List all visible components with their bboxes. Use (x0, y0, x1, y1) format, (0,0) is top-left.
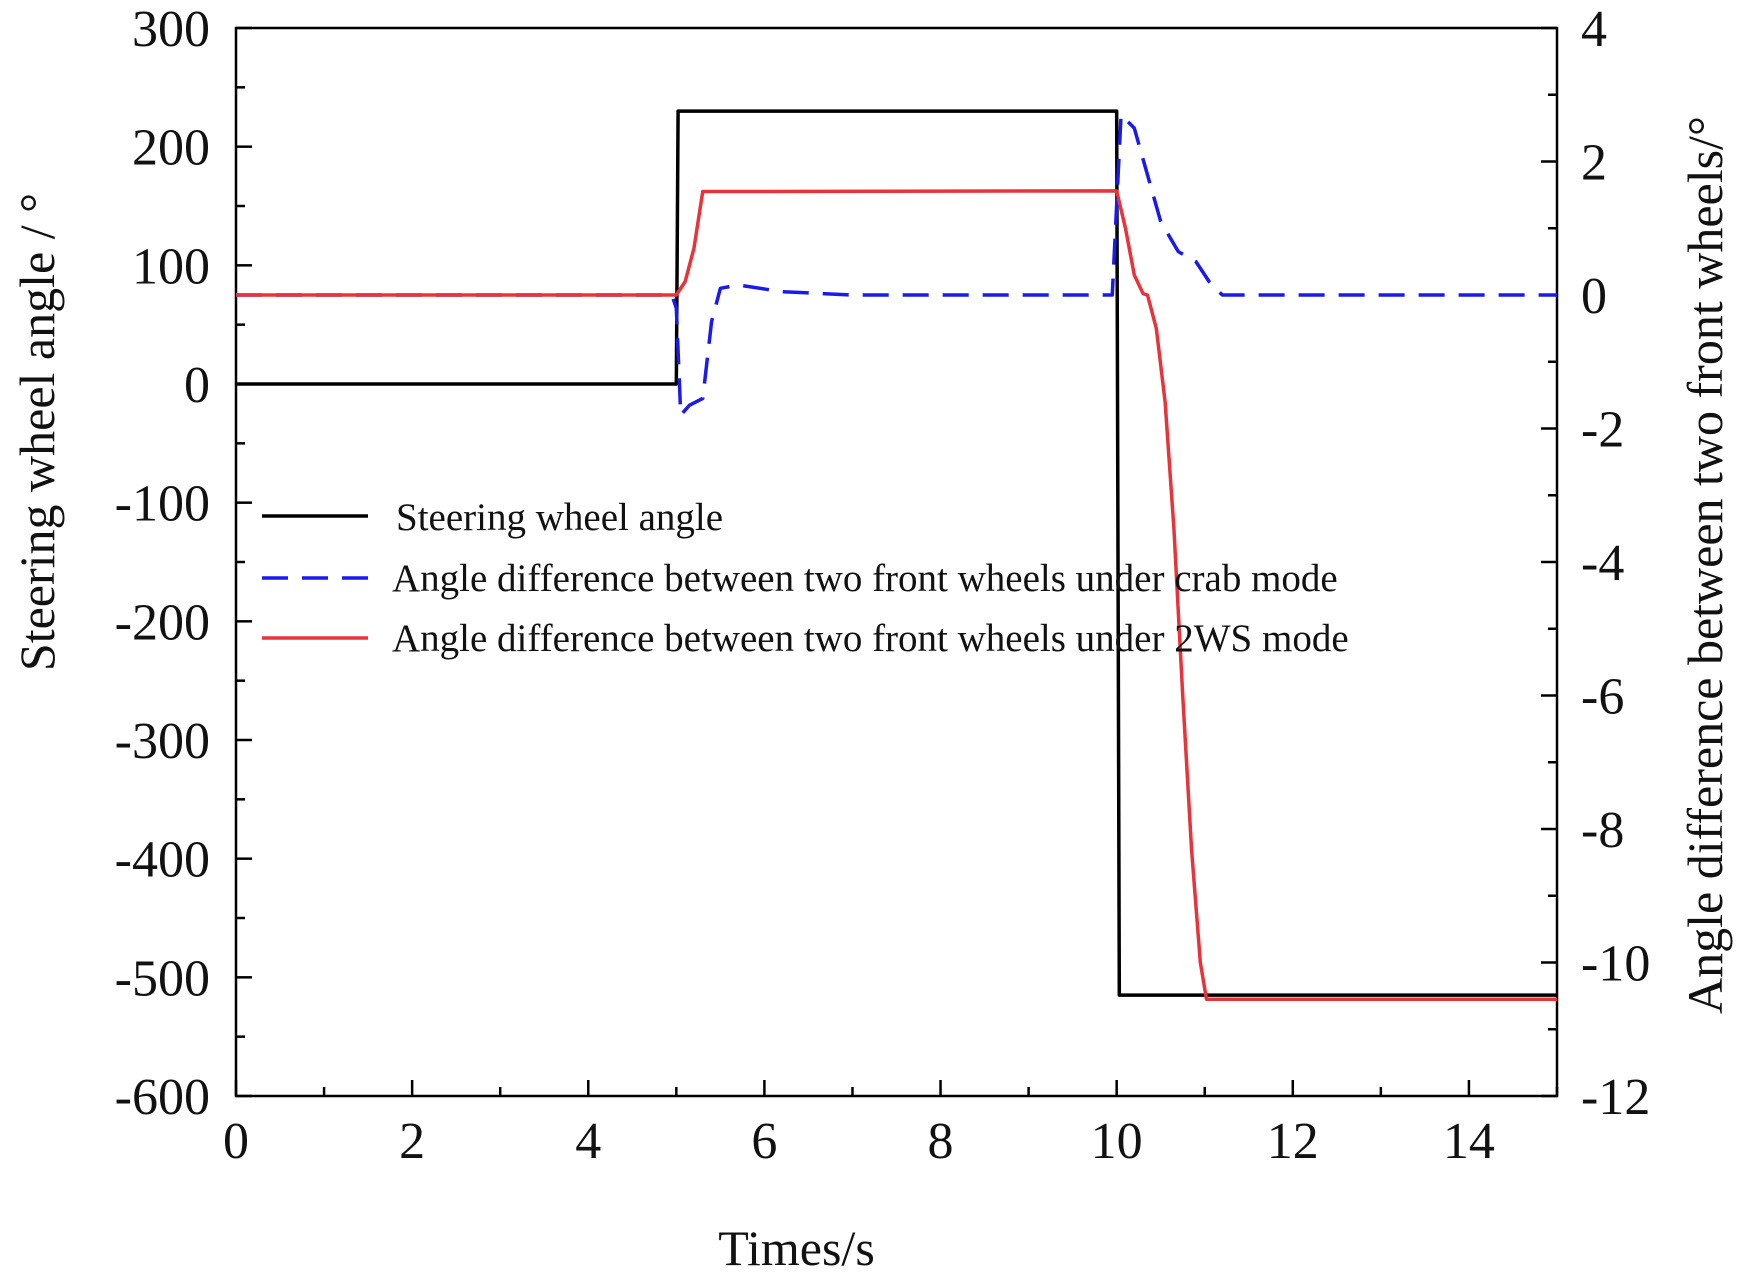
y-right-tick-label: -4 (1581, 535, 1624, 592)
y-right-axis-title: Angle difference between two front wheel… (1677, 116, 1733, 1014)
y-left-tick-label: 0 (184, 357, 210, 414)
legend-label-crab-mode: Angle difference between two front wheel… (392, 557, 1338, 600)
y-right-tick-label: -6 (1581, 669, 1624, 726)
x-tick-label: 4 (575, 1113, 601, 1170)
y-left-axis-title: Steering wheel angle / ° (9, 193, 65, 671)
y-left-tick-label: -300 (115, 713, 210, 770)
legend-label-steering-wheel-angle: Steering wheel angle (396, 496, 723, 539)
y-left-tick-label: -500 (115, 950, 210, 1007)
y-left-tick-label: -100 (115, 476, 210, 533)
series-line-crab-mode (236, 113, 1557, 417)
y-left-tick-label: -600 (115, 1069, 210, 1126)
x-tick-label: 2 (399, 1113, 425, 1170)
x-tick-label: 0 (223, 1113, 249, 1170)
y-left-tick-label: 300 (132, 1, 210, 58)
x-tick-label: 12 (1267, 1113, 1319, 1170)
y-right-tick-label: -10 (1581, 936, 1650, 993)
y-left-tick-label: 200 (132, 120, 210, 177)
y-right-tick-label: 0 (1581, 268, 1607, 325)
series-line-steering-wheel-angle (236, 109, 1557, 997)
y-right-tick-label: 4 (1581, 1, 1607, 58)
x-tick-label: 14 (1443, 1113, 1495, 1170)
axis-ticks-group (234, 26, 1559, 1098)
x-tick-label: 8 (928, 1113, 954, 1170)
y-right-tick-label: -12 (1581, 1069, 1650, 1126)
x-tick-label: 10 (1091, 1113, 1143, 1170)
series-line-2ws-mode (236, 189, 1557, 1001)
x-axis-title: Times/s (718, 1220, 875, 1276)
y-right-tick-label: -2 (1581, 402, 1624, 459)
y-right-tick-label: 2 (1581, 135, 1607, 192)
y-left-tick-label: -400 (115, 832, 210, 889)
y-right-tick-label: -8 (1581, 802, 1624, 859)
legend-label-2ws-mode: Angle difference between two front wheel… (392, 617, 1349, 660)
legend: Steering wheel angle Angle difference be… (262, 496, 1349, 660)
series-lines-group (236, 109, 1557, 1001)
y-left-tick-label: 100 (132, 238, 210, 295)
x-tick-label: 6 (751, 1113, 777, 1170)
y-left-tick-label: -200 (115, 594, 210, 651)
tick-labels-group: 0 2 4 6 8 10 12 143002001000-100-200-300-400-50… (115, 1, 1651, 1170)
